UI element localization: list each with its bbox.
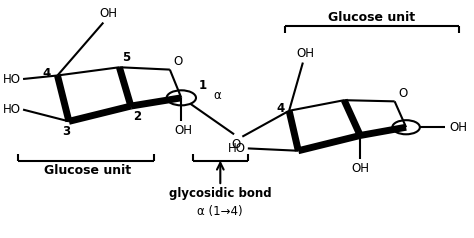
Text: O: O bbox=[398, 87, 408, 100]
Text: 1: 1 bbox=[199, 79, 207, 92]
Text: Glucose unit: Glucose unit bbox=[328, 11, 415, 24]
Text: HO: HO bbox=[3, 103, 21, 116]
Text: α (1→4): α (1→4) bbox=[198, 205, 243, 218]
Text: O: O bbox=[232, 138, 241, 151]
Text: OH: OH bbox=[99, 7, 117, 20]
Text: Glucose unit: Glucose unit bbox=[44, 164, 131, 177]
Text: O: O bbox=[173, 55, 183, 69]
Text: HO: HO bbox=[228, 142, 246, 155]
Text: 4: 4 bbox=[42, 67, 51, 80]
Text: α: α bbox=[213, 89, 221, 102]
Text: glycosidic bond: glycosidic bond bbox=[169, 187, 272, 200]
Text: 3: 3 bbox=[63, 125, 71, 138]
Text: 4: 4 bbox=[276, 102, 284, 115]
Text: 5: 5 bbox=[122, 51, 130, 64]
Text: OH: OH bbox=[450, 121, 468, 134]
Text: OH: OH bbox=[174, 124, 192, 137]
Text: 2: 2 bbox=[133, 109, 141, 123]
Text: HO: HO bbox=[3, 73, 21, 85]
Text: OH: OH bbox=[296, 47, 314, 60]
Text: OH: OH bbox=[351, 162, 369, 175]
